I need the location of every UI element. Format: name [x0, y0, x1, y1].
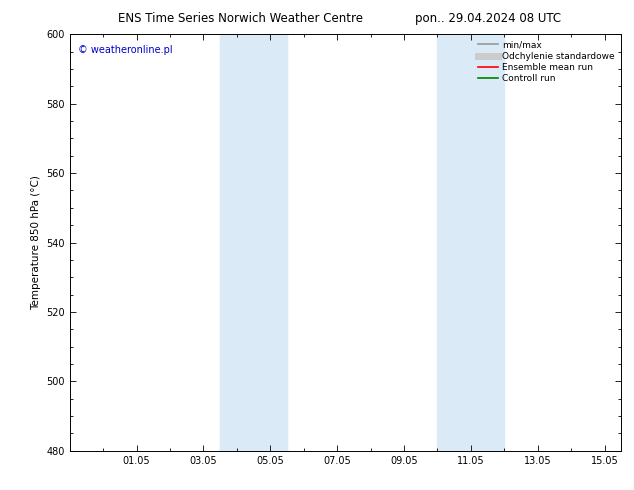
Text: © weatheronline.pl: © weatheronline.pl: [78, 45, 172, 55]
Bar: [437, 34, 504, 451]
Y-axis label: Temperature 850 hPa (°C): Temperature 850 hPa (°C): [30, 175, 41, 310]
Text: ENS Time Series Norwich Weather Centre: ENS Time Series Norwich Weather Centre: [119, 12, 363, 25]
Text: pon.. 29.04.2024 08 UTC: pon.. 29.04.2024 08 UTC: [415, 12, 561, 25]
Legend: min/max, Odchylenie standardowe, Ensemble mean run, Controll run: min/max, Odchylenie standardowe, Ensembl…: [476, 39, 617, 85]
Bar: [220, 34, 287, 451]
